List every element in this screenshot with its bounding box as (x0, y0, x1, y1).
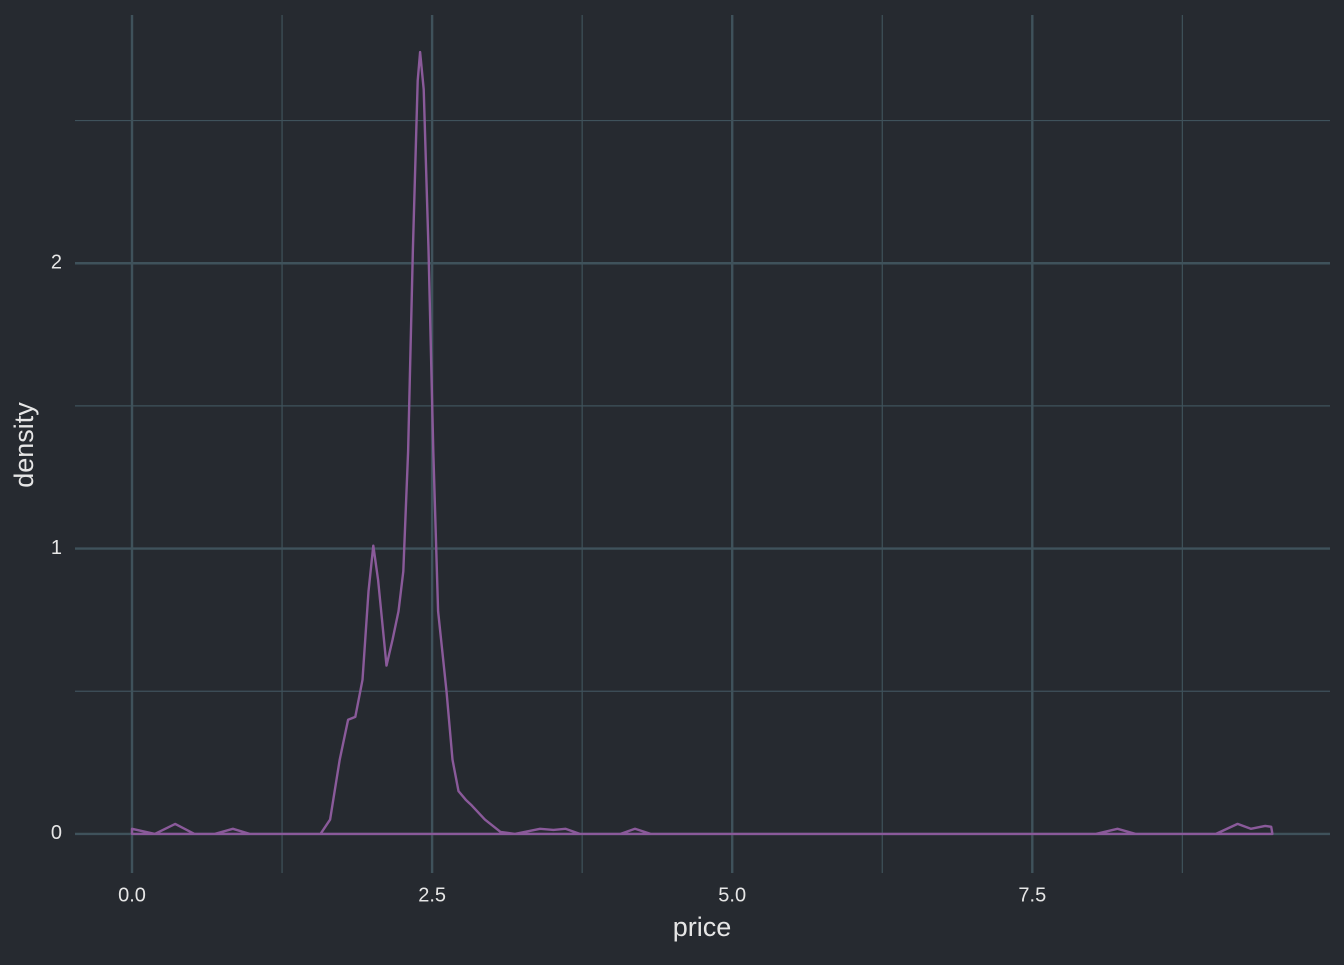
grid (75, 15, 1330, 873)
y-tick-label: 0 (51, 822, 62, 844)
y-tick-label: 1 (51, 537, 62, 559)
x-tick-label: 2.5 (418, 884, 446, 906)
x-tick-label: 5.0 (718, 884, 746, 906)
x-tick-label: 7.5 (1018, 884, 1046, 906)
x-tick-label: 0.0 (118, 884, 146, 906)
y-tick-label: 2 (51, 252, 62, 274)
y-axis-title: density (9, 402, 39, 488)
density-line (130, 50, 1274, 836)
x-axis-title: price (673, 912, 732, 942)
